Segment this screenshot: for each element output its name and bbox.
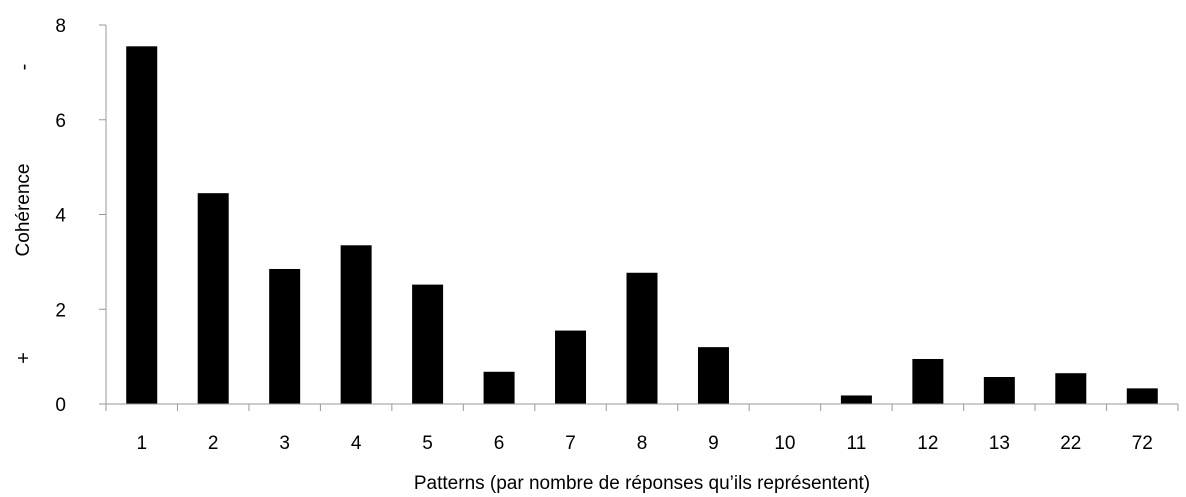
bar-8 xyxy=(626,272,658,404)
x-tick-label: 13 xyxy=(989,433,1010,454)
x-tick-label: 22 xyxy=(1060,433,1081,454)
x-axis-ticks: 1 2 3 4 5 6 7 8 9 10 11 12 13 22 72 xyxy=(105,404,1179,454)
bar-11 xyxy=(840,395,872,404)
y-tick-label: 4 xyxy=(55,206,66,227)
x-tick-label: 8 xyxy=(637,433,648,454)
bar-72 xyxy=(1126,388,1158,404)
bars-group xyxy=(126,46,1158,404)
bar-12 xyxy=(912,358,944,404)
x-tick-label: 5 xyxy=(422,433,433,454)
bar-9 xyxy=(697,347,729,404)
x-axis-title: Patterns (par nombre de réponses qu’ils … xyxy=(414,473,870,494)
y-annotation-top: - xyxy=(13,64,35,71)
bar-13 xyxy=(983,377,1015,404)
x-tick-label: 1 xyxy=(136,433,147,454)
x-tick-label: 4 xyxy=(351,433,362,454)
x-tick-label: 72 xyxy=(1132,433,1153,454)
bar-5 xyxy=(412,284,444,404)
bar-6 xyxy=(483,371,515,404)
x-tick-label: 9 xyxy=(708,433,719,454)
y-axis-title: Cohérence xyxy=(13,164,34,257)
x-tick-label: 6 xyxy=(494,433,505,454)
y-tick-label: 2 xyxy=(55,300,66,321)
x-tick-label: 12 xyxy=(917,433,938,454)
x-tick-label: 10 xyxy=(774,433,795,454)
bar-2 xyxy=(197,193,229,404)
y-tick-label: 8 xyxy=(55,16,66,37)
x-tick-label: 2 xyxy=(208,433,219,454)
bar-7 xyxy=(555,330,587,404)
x-tick-label: 7 xyxy=(565,433,576,454)
bar-1 xyxy=(126,46,158,404)
x-tick-label: 11 xyxy=(847,433,867,454)
bar-3 xyxy=(269,268,301,404)
y-annotation-bottom: + xyxy=(13,352,35,364)
x-tick-label: 3 xyxy=(279,433,290,454)
y-tick-label: 0 xyxy=(55,395,66,416)
y-axis-ticks: 0 2 4 6 8 xyxy=(55,16,106,416)
y-tick-label: 6 xyxy=(55,111,66,132)
bar-22 xyxy=(1055,373,1087,404)
bar-4 xyxy=(340,245,372,404)
